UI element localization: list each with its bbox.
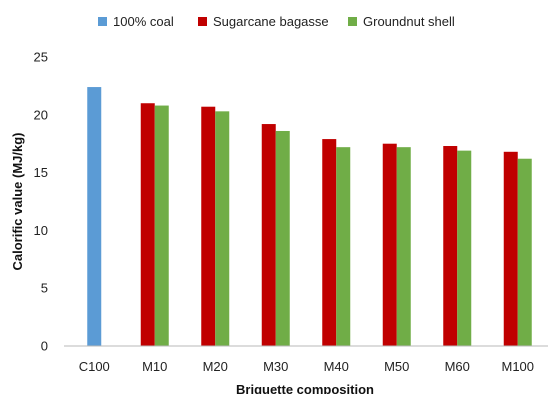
x-tick-label-m100: M100 [501, 359, 534, 374]
x-tick-label-m60: M60 [445, 359, 470, 374]
x-axis-ticks: C100 M10 M20 M30 M40 M50 M60 M100 [79, 359, 534, 374]
legend-swatch-100-coal [98, 17, 107, 26]
bar-sugarcane-bagasse-m50 [382, 143, 397, 346]
bar-100-coal-c100 [87, 87, 102, 346]
bar-sugarcane-bagasse-m10 [140, 103, 155, 347]
y-tick-label: 25 [34, 50, 48, 65]
x-tick-label-m20: M20 [203, 359, 228, 374]
x-tick-label-m40: M40 [324, 359, 349, 374]
bars [87, 87, 532, 347]
y-axis-ticks: 0 5 10 15 20 25 [34, 50, 48, 354]
legend-label-100-coal: 100% coal [113, 14, 174, 29]
bar-groundnut-shell-m20 [215, 111, 230, 346]
bar-sugarcane-bagasse-m100 [503, 151, 518, 346]
x-tick-label-m30: M30 [263, 359, 288, 374]
y-tick-label: 10 [34, 223, 48, 238]
bar-sugarcane-bagasse-m20 [201, 106, 216, 346]
legend-swatch-sugarcane-bagasse [198, 17, 207, 26]
y-tick-label: 15 [34, 165, 48, 180]
bar-groundnut-shell-m50 [396, 147, 411, 346]
bar-sugarcane-bagasse-m30 [261, 124, 276, 346]
bar-groundnut-shell-m100 [517, 158, 532, 346]
bar-groundnut-shell-m10 [154, 105, 169, 346]
legend: 100% coal Sugarcane bagasse Groundnut shel… [98, 14, 455, 29]
x-axis-title: Briquette composition [236, 382, 374, 394]
legend-swatch-groundnut-shell [348, 17, 357, 26]
x-tick-label-c100: C100 [79, 359, 110, 374]
bar-groundnut-shell-m40 [336, 147, 351, 346]
x-tick-label-m10: M10 [142, 359, 167, 374]
bar-sugarcane-bagasse-m60 [443, 146, 458, 346]
legend-label-sugarcane-bagasse: Sugarcane bagasse [213, 14, 329, 29]
bar-sugarcane-bagasse-m40 [322, 139, 337, 346]
y-tick-label: 5 [41, 281, 48, 296]
bar-groundnut-shell-m60 [457, 150, 472, 346]
y-tick-label: 0 [41, 339, 48, 354]
x-tick-label-m50: M50 [384, 359, 409, 374]
y-axis-title: Calorific value (MJ/kg) [10, 133, 25, 271]
bar-groundnut-shell-m30 [275, 130, 290, 346]
y-tick-label: 20 [34, 107, 48, 122]
legend-label-groundnut-shell: Groundnut shell [363, 14, 455, 29]
